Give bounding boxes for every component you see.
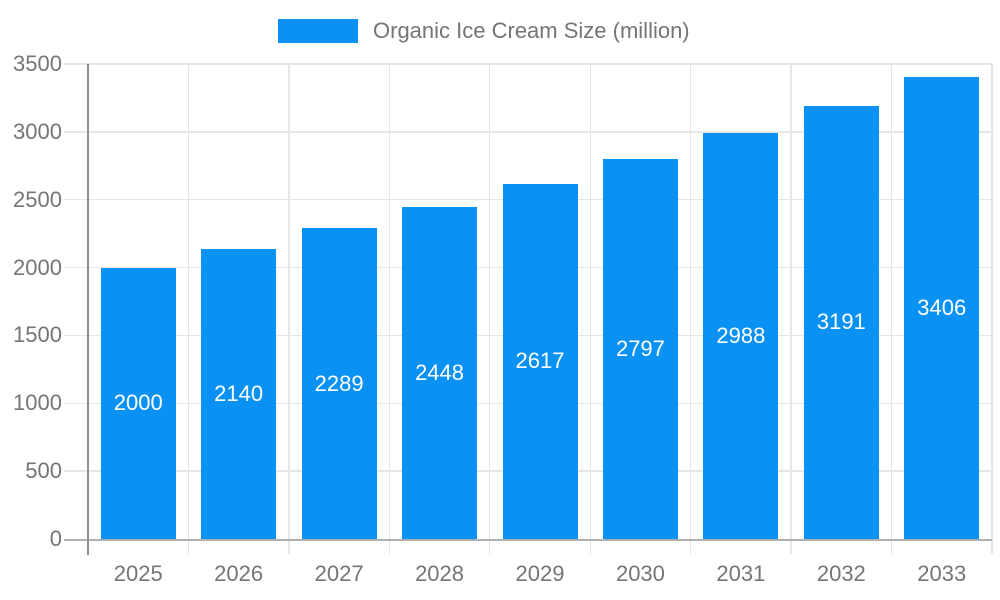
y-axis-line <box>87 64 89 555</box>
y-tick-label: 2000 <box>13 254 62 280</box>
bar[interactable] <box>703 133 779 539</box>
x-tick-label: 2033 <box>917 561 967 586</box>
x-tick-label: 2030 <box>615 561 665 586</box>
x-tick-label: 2027 <box>314 561 364 586</box>
bar[interactable] <box>402 206 478 539</box>
bar-value-label: 2140 <box>214 380 264 406</box>
bar[interactable] <box>201 248 277 539</box>
bar-value-label: 3406 <box>917 294 967 320</box>
gridline-vertical <box>689 64 692 554</box>
bar-value-label: 3191 <box>816 309 866 335</box>
y-tick-label: 3500 <box>13 51 62 76</box>
gridline-vertical <box>288 64 290 554</box>
bar-value-label: 2988 <box>716 323 766 349</box>
x-tick-label: 2025 <box>113 561 163 586</box>
x-tick-label: 2028 <box>415 561 465 586</box>
gridline-horizontal <box>64 63 992 65</box>
bar-value-label: 2617 <box>515 348 565 374</box>
gridline-vertical <box>388 64 391 554</box>
y-tick-label: 3000 <box>13 118 62 144</box>
gridline-vertical <box>991 64 993 554</box>
bar[interactable] <box>301 228 377 539</box>
y-tick-label: 0 <box>49 526 62 551</box>
x-tick-label: 2031 <box>716 561 766 586</box>
gridline-vertical <box>489 64 491 554</box>
legend-swatch <box>278 19 358 43</box>
bar[interactable] <box>803 105 879 539</box>
x-axis-line <box>64 538 992 541</box>
legend-label: Organic Ice Cream Size (million) <box>373 18 690 43</box>
bar-value-label: 2448 <box>415 359 465 385</box>
y-tick-label: 1000 <box>13 390 62 416</box>
gridline-vertical <box>187 64 190 554</box>
gridline-vertical <box>589 64 591 554</box>
chart-legend[interactable]: Organic Ice Cream Size (million) <box>278 19 690 43</box>
bar[interactable] <box>904 76 980 539</box>
y-tick-label: 500 <box>25 458 62 484</box>
y-tick-label: 1500 <box>13 322 62 348</box>
bar-value-label: 2289 <box>314 370 364 396</box>
bar[interactable] <box>502 183 578 539</box>
gridline-horizontal <box>64 131 992 133</box>
gridline-vertical <box>890 64 893 554</box>
y-tick-label: 2500 <box>13 186 62 212</box>
bar[interactable] <box>100 267 176 539</box>
bar-value-label: 2797 <box>615 336 665 362</box>
x-tick-label: 2029 <box>515 561 565 586</box>
bar[interactable] <box>602 159 678 539</box>
bar-value-label: 2000 <box>113 390 163 416</box>
x-tick-label: 2032 <box>816 561 866 586</box>
gridline-vertical <box>790 64 792 554</box>
x-tick-label: 2026 <box>214 561 264 586</box>
